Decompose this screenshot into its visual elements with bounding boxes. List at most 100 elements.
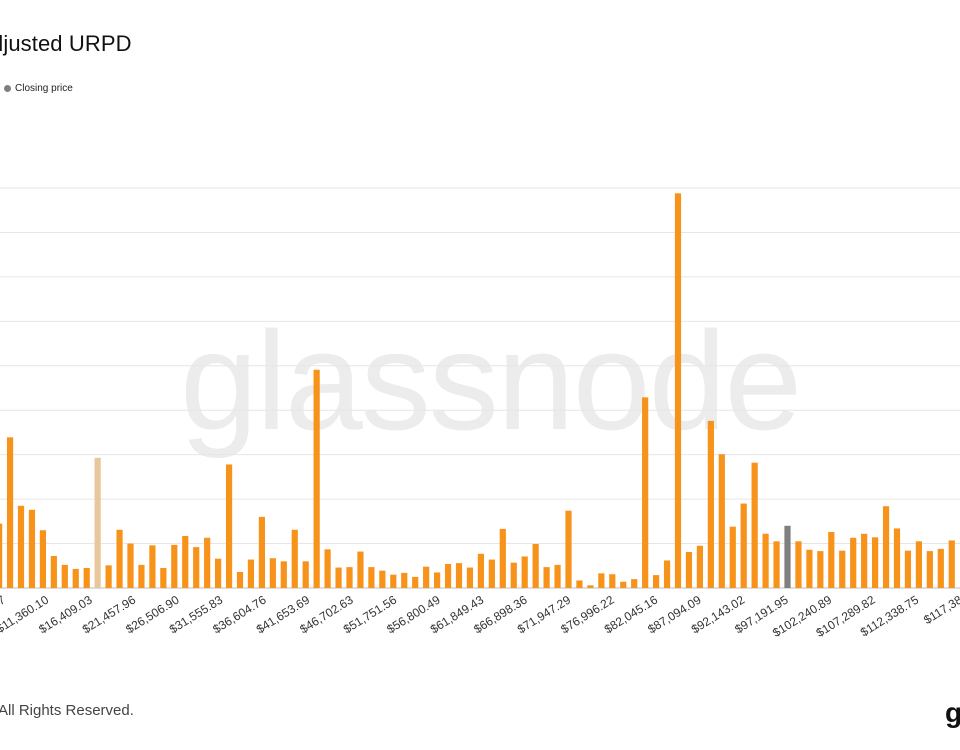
bar[interactable] <box>346 567 353 588</box>
bar[interactable] <box>707 420 714 588</box>
bar[interactable] <box>444 564 452 588</box>
bar[interactable] <box>116 529 123 588</box>
bar[interactable] <box>412 576 419 588</box>
bar[interactable] <box>872 537 879 588</box>
bar[interactable] <box>850 537 857 588</box>
bar[interactable] <box>817 551 824 588</box>
bar[interactable] <box>368 567 375 588</box>
legend[interactable]: Closing price <box>4 83 73 94</box>
bar[interactable] <box>6 437 14 588</box>
bar[interactable] <box>28 509 36 588</box>
bar[interactable] <box>105 565 112 588</box>
bar[interactable] <box>904 550 912 588</box>
bar[interactable] <box>193 547 200 588</box>
bar[interactable] <box>357 551 364 588</box>
bar[interactable] <box>390 574 397 588</box>
bar[interactable] <box>663 560 671 588</box>
bar[interactable] <box>50 556 57 588</box>
bar[interactable] <box>685 552 693 588</box>
bar[interactable] <box>488 559 495 588</box>
bar[interactable] <box>806 549 813 588</box>
bar[interactable] <box>499 528 506 588</box>
x-tick-label: $117,38 <box>921 593 960 628</box>
bar[interactable] <box>269 558 276 588</box>
bar[interactable] <box>532 544 539 588</box>
bar[interactable] <box>893 528 901 588</box>
bar[interactable] <box>565 510 572 588</box>
bar[interactable] <box>291 529 298 588</box>
bar[interactable] <box>915 541 922 588</box>
bar[interactable] <box>215 558 222 588</box>
bar[interactable] <box>280 561 287 588</box>
bar[interactable] <box>39 530 46 588</box>
bar[interactable] <box>861 533 868 588</box>
bar[interactable] <box>598 573 605 588</box>
bar[interactable] <box>729 526 736 588</box>
bar[interactable] <box>576 580 583 588</box>
bar[interactable] <box>773 541 780 588</box>
bar[interactable] <box>554 564 561 588</box>
bar[interactable] <box>171 544 178 588</box>
bar[interactable] <box>609 574 616 588</box>
x-tick-label: 17 <box>0 593 8 612</box>
bar[interactable] <box>620 581 627 588</box>
watermark: glassnode <box>180 302 802 459</box>
bar[interactable] <box>751 462 758 588</box>
bar[interactable] <box>0 523 3 588</box>
bar[interactable] <box>795 541 802 588</box>
bar[interactable] <box>653 575 660 588</box>
bar[interactable] <box>948 540 955 588</box>
bar[interactable] <box>587 585 594 588</box>
bar[interactable] <box>258 516 265 588</box>
bar[interactable] <box>225 464 233 588</box>
bar[interactable] <box>510 562 517 588</box>
x-tick-labels: 17$11,360.10$16,409.03$21,457.96$26,506.… <box>0 592 960 639</box>
bar[interactable] <box>302 561 309 588</box>
bar[interactable] <box>138 564 145 588</box>
footer-rights: All Rights Reserved. <box>0 702 134 719</box>
bar[interactable] <box>543 567 550 588</box>
bar[interactable] <box>521 556 528 588</box>
bar[interactable] <box>466 567 474 588</box>
bar[interactable] <box>718 454 725 588</box>
bar[interactable] <box>182 536 189 588</box>
bar[interactable] <box>882 506 890 588</box>
bar[interactable] <box>17 505 25 588</box>
bar[interactable] <box>762 533 769 588</box>
bar[interactable] <box>324 549 331 588</box>
bar[interactable] <box>423 566 430 588</box>
bar[interactable] <box>926 551 933 588</box>
bar[interactable] <box>94 457 101 588</box>
bar[interactable] <box>477 553 484 588</box>
bar[interactable] <box>839 550 846 588</box>
gridlines <box>0 187 960 589</box>
closing-price-dot <box>4 85 11 92</box>
glassnode-logo[interactable]: g <box>945 697 960 728</box>
bar[interactable] <box>127 543 134 588</box>
bar[interactable] <box>204 537 211 588</box>
bar[interactable] <box>674 193 682 588</box>
bar[interactable] <box>642 397 649 588</box>
bar[interactable] <box>83 568 90 588</box>
bar[interactable] <box>313 369 320 588</box>
bar-closing-price[interactable] <box>784 525 791 588</box>
bar[interactable] <box>828 532 835 588</box>
chart-title: djusted URPD <box>0 31 132 56</box>
bar[interactable] <box>61 564 68 588</box>
bar[interactable] <box>236 572 244 588</box>
bar[interactable] <box>72 568 79 588</box>
bar[interactable] <box>149 545 156 588</box>
bar[interactable] <box>696 545 703 588</box>
bar[interactable] <box>631 579 638 588</box>
bar[interactable] <box>247 559 255 588</box>
bar[interactable] <box>401 572 408 588</box>
bar[interactable] <box>160 568 167 588</box>
bar[interactable] <box>379 570 386 588</box>
bar[interactable] <box>434 572 441 588</box>
bar[interactable] <box>335 567 342 588</box>
bar[interactable] <box>740 503 747 588</box>
bar[interactable] <box>455 563 463 588</box>
legend-label-closing-price: Closing price <box>15 83 73 94</box>
bar[interactable] <box>937 548 944 588</box>
